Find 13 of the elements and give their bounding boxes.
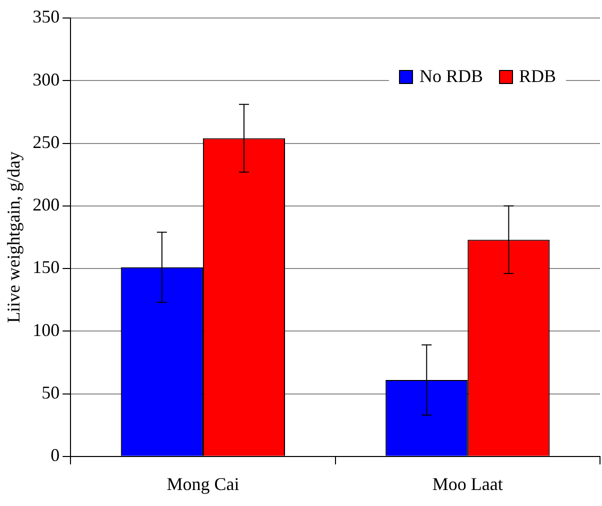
- y-tick-label: 100: [32, 320, 60, 340]
- y-tick-label: 250: [32, 132, 60, 152]
- x-tick-label: Mong Cai: [166, 474, 240, 494]
- y-tick-label: 300: [32, 69, 60, 90]
- y-tick-label: 0: [50, 445, 60, 466]
- y-tick-label: 50: [42, 382, 60, 403]
- x-tick-label: Moo Laat: [432, 474, 503, 494]
- y-tick-label: 150: [32, 257, 60, 278]
- legend-label: RDB: [518, 66, 556, 87]
- y-tick-label: 200: [32, 194, 60, 215]
- legend-label: No RDB: [419, 66, 483, 87]
- y-axis-title: Liive weightgain, g/day: [4, 151, 24, 323]
- y-tick-label: 350: [32, 6, 60, 27]
